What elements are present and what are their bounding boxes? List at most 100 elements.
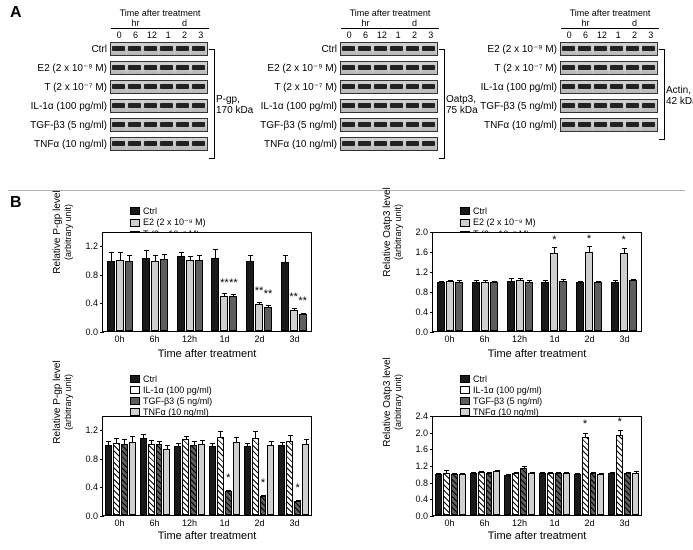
blot-lane xyxy=(609,100,625,112)
error-bar xyxy=(215,249,216,259)
blot-header-unit: d xyxy=(390,18,439,29)
error-bar xyxy=(228,490,229,493)
blot-lanes xyxy=(340,99,438,113)
bar xyxy=(190,445,197,515)
blot-header-tick: 2 xyxy=(406,30,422,40)
blot-lane xyxy=(405,81,421,93)
blot-lane xyxy=(111,100,127,112)
blot-time-header: Time after treatmenthrd0612123 xyxy=(111,8,209,40)
blot-rows: CtrlE2 (2 x 10⁻⁹ M)T (2 x 10⁻⁷ M)IL-1α (… xyxy=(245,40,465,153)
x-tick-label: 12h xyxy=(502,518,537,528)
blot-lane xyxy=(191,81,207,93)
bar xyxy=(574,474,581,515)
error-bar xyxy=(181,252,182,257)
legend-label: Ctrl xyxy=(473,206,487,216)
legend-swatch-icon xyxy=(130,375,140,383)
legend-label: TGF-β3 (5 ng/ml) xyxy=(473,396,542,406)
bar xyxy=(504,475,511,515)
blot-lane xyxy=(561,62,577,74)
bar xyxy=(446,281,454,331)
legend-item: TGF-β3 (5 ng/ml) xyxy=(460,396,542,406)
bar-group: * xyxy=(572,417,607,515)
bar xyxy=(455,282,463,331)
y-tick-mark xyxy=(430,332,434,333)
error-bar xyxy=(446,470,447,474)
blot-header-title: Time after treatment xyxy=(111,8,209,18)
blot-lane xyxy=(373,138,389,150)
x-tick-label: 12h xyxy=(502,334,537,344)
bar xyxy=(563,473,570,515)
bar-chart: CtrlIL-1α (100 pg/ml)TGF-β3 (5 ng/ml)TNF… xyxy=(30,378,350,550)
x-axis-title: Time after treatment xyxy=(102,348,312,360)
legend-item: Ctrl xyxy=(460,206,536,216)
bar: ** xyxy=(290,310,298,331)
x-tick-label: 3d xyxy=(277,518,312,528)
blot-row-label: E2 (2 x 10⁻⁹ M) xyxy=(465,44,560,55)
y-axis-ticks: 0.00.40.81.2 xyxy=(76,232,100,332)
legend-label: IL-1α (100 pg/ml) xyxy=(143,385,212,395)
bar xyxy=(443,473,450,515)
bar: * xyxy=(294,501,301,515)
blot-header-title: Time after treatment xyxy=(561,8,659,18)
error-bar xyxy=(186,436,187,441)
blot-header-unit: hr xyxy=(341,18,390,29)
blot-header-unit: hr xyxy=(111,18,160,29)
bar xyxy=(624,473,631,515)
y-axis-title: Relative P-gp level(arbitrary unit) xyxy=(52,352,73,452)
blot-lane xyxy=(625,62,641,74)
blot-header-tick: 0 xyxy=(111,30,127,40)
x-axis-ticks: 0h6h12h1d2d3d xyxy=(432,334,642,344)
blot-row: TNFα (10 ng/ml) xyxy=(245,135,465,153)
x-tick-label: 2d xyxy=(572,334,607,344)
bar-chart: CtrlIL-1α (100 pg/ml)TGF-β3 (5 ng/ml)TNF… xyxy=(360,378,680,550)
bar xyxy=(611,282,619,331)
legend-label: Ctrl xyxy=(473,374,487,384)
bar xyxy=(105,445,112,515)
bar-group xyxy=(172,417,207,515)
legend-label: E2 (2 x 10⁻⁹ M) xyxy=(143,217,206,228)
error-bar xyxy=(247,443,248,447)
bar-group: * xyxy=(276,417,311,515)
blot-row-label: TNFα (10 ng/ml) xyxy=(15,139,110,150)
error-bar xyxy=(236,437,237,442)
error-bar xyxy=(255,431,256,439)
error-bar xyxy=(462,473,463,475)
bar xyxy=(198,444,205,515)
bar-group xyxy=(537,417,572,515)
error-bar xyxy=(589,246,590,253)
blot-lane xyxy=(421,43,437,55)
legend-label: TGF-β3 (5 ng/ml) xyxy=(143,396,212,406)
bar-group: * xyxy=(207,417,242,515)
blot-row-label: T (2 x 10⁻⁷ M) xyxy=(15,82,110,93)
blot-header-unit: hr xyxy=(561,18,610,29)
blot-lane xyxy=(159,119,175,131)
y-axis-title: Relative Oatp3 level(arbitrary unit) xyxy=(382,352,403,452)
error-bar xyxy=(459,280,460,283)
error-bar xyxy=(282,442,283,446)
bar xyxy=(459,474,466,515)
bar xyxy=(525,282,533,331)
blot-lane xyxy=(421,119,437,131)
bracket-icon xyxy=(659,49,665,140)
blot-lane xyxy=(641,62,657,74)
y-tick-label: 0.8 xyxy=(415,287,428,297)
bracket-icon xyxy=(439,49,445,159)
blot-lane xyxy=(159,62,175,74)
error-bar xyxy=(545,280,546,283)
blot-header-tick: 3 xyxy=(423,30,439,40)
blot-lane xyxy=(625,119,641,131)
bar: * xyxy=(260,496,267,515)
error-bar xyxy=(290,435,291,442)
blot-lane xyxy=(175,43,191,55)
bars-container: * * * xyxy=(103,417,311,515)
blot-row-label: IL-1α (100 pg/ml) xyxy=(245,101,340,112)
error-bar xyxy=(132,436,133,442)
blot-lane xyxy=(341,100,357,112)
error-bar xyxy=(202,440,203,445)
error-bar xyxy=(593,472,594,475)
error-bar xyxy=(164,254,165,259)
error-bar xyxy=(628,472,629,474)
bar-group: * xyxy=(606,417,641,515)
blot-row-label: T (2 x 10⁻⁷ M) xyxy=(245,82,340,93)
bar xyxy=(493,471,500,515)
